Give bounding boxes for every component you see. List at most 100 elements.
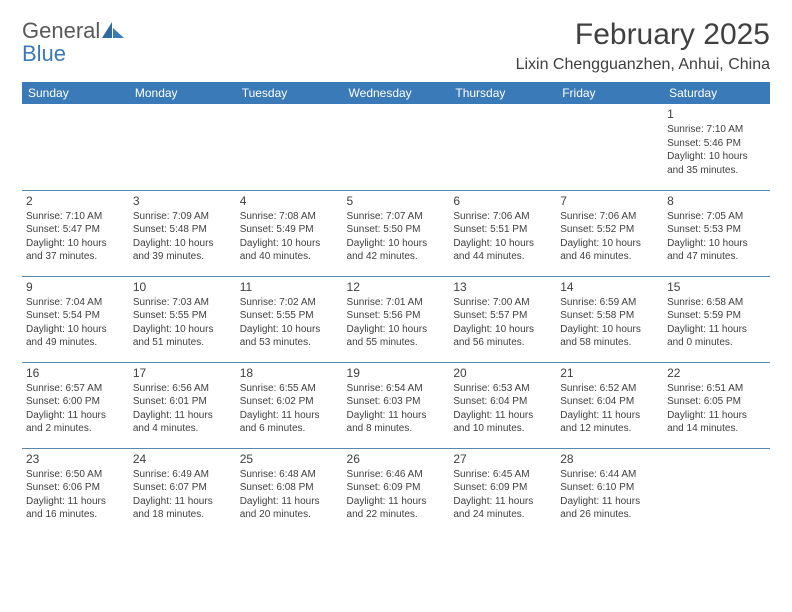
day-number: 12 [347,279,446,295]
sunset-text: Sunset: 6:05 PM [667,395,766,409]
day-number: 10 [133,279,232,295]
sunrise-text: Sunrise: 6:59 AM [560,296,659,310]
calendar-cell: 9Sunrise: 7:04 AMSunset: 5:54 PMDaylight… [22,276,129,362]
day-number: 18 [240,365,339,381]
day-number: 7 [560,193,659,209]
sunrise-text: Sunrise: 6:49 AM [133,468,232,482]
sunrise-text: Sunrise: 6:55 AM [240,382,339,396]
daylight-text: Daylight: 10 hours and 40 minutes. [240,237,339,264]
sunrise-text: Sunrise: 7:05 AM [667,210,766,224]
day-number: 1 [667,106,766,122]
day-header: Friday [556,82,663,104]
day-number: 27 [453,451,552,467]
calendar-cell: 3Sunrise: 7:09 AMSunset: 5:48 PMDaylight… [129,190,236,276]
day-number: 8 [667,193,766,209]
daylight-text: Daylight: 10 hours and 49 minutes. [26,323,125,350]
sunset-text: Sunset: 6:00 PM [26,395,125,409]
sunrise-text: Sunrise: 6:46 AM [347,468,446,482]
day-number: 9 [26,279,125,295]
daylight-text: Daylight: 10 hours and 55 minutes. [347,323,446,350]
sunrise-text: Sunrise: 6:53 AM [453,382,552,396]
calendar-cell [449,104,556,190]
daylight-text: Daylight: 10 hours and 51 minutes. [133,323,232,350]
calendar-cell: 25Sunrise: 6:48 AMSunset: 6:08 PMDayligh… [236,448,343,534]
sunrise-text: Sunrise: 6:58 AM [667,296,766,310]
daylight-text: Daylight: 10 hours and 42 minutes. [347,237,446,264]
calendar-cell: 24Sunrise: 6:49 AMSunset: 6:07 PMDayligh… [129,448,236,534]
calendar-cell [556,104,663,190]
daylight-text: Daylight: 11 hours and 6 minutes. [240,409,339,436]
daylight-text: Daylight: 10 hours and 47 minutes. [667,237,766,264]
sunrise-text: Sunrise: 7:06 AM [560,210,659,224]
daylight-text: Daylight: 11 hours and 0 minutes. [667,323,766,350]
calendar-cell: 14Sunrise: 6:59 AMSunset: 5:58 PMDayligh… [556,276,663,362]
sunset-text: Sunset: 5:58 PM [560,309,659,323]
calendar-cell: 11Sunrise: 7:02 AMSunset: 5:55 PMDayligh… [236,276,343,362]
calendar-cell: 17Sunrise: 6:56 AMSunset: 6:01 PMDayligh… [129,362,236,448]
sunrise-text: Sunrise: 7:04 AM [26,296,125,310]
daylight-text: Daylight: 10 hours and 35 minutes. [667,150,766,177]
calendar-cell: 5Sunrise: 7:07 AMSunset: 5:50 PMDaylight… [343,190,450,276]
calendar-row: 1Sunrise: 7:10 AMSunset: 5:46 PMDaylight… [22,104,770,190]
calendar-cell: 22Sunrise: 6:51 AMSunset: 6:05 PMDayligh… [663,362,770,448]
daylight-text: Daylight: 11 hours and 10 minutes. [453,409,552,436]
sunset-text: Sunset: 6:04 PM [453,395,552,409]
day-number: 4 [240,193,339,209]
sunrise-text: Sunrise: 6:45 AM [453,468,552,482]
calendar-cell: 18Sunrise: 6:55 AMSunset: 6:02 PMDayligh… [236,362,343,448]
daylight-text: Daylight: 10 hours and 53 minutes. [240,323,339,350]
daylight-text: Daylight: 11 hours and 22 minutes. [347,495,446,522]
day-number: 26 [347,451,446,467]
daylight-text: Daylight: 10 hours and 56 minutes. [453,323,552,350]
day-number: 3 [133,193,232,209]
sunrise-text: Sunrise: 7:06 AM [453,210,552,224]
calendar-row: 9Sunrise: 7:04 AMSunset: 5:54 PMDaylight… [22,276,770,362]
sunrise-text: Sunrise: 6:48 AM [240,468,339,482]
sunrise-text: Sunrise: 7:10 AM [26,210,125,224]
daylight-text: Daylight: 11 hours and 20 minutes. [240,495,339,522]
sunset-text: Sunset: 5:55 PM [240,309,339,323]
day-number: 22 [667,365,766,381]
sunrise-text: Sunrise: 7:09 AM [133,210,232,224]
sunrise-text: Sunrise: 7:07 AM [347,210,446,224]
sunset-text: Sunset: 6:10 PM [560,481,659,495]
month-title: February 2025 [516,18,770,52]
calendar-cell [22,104,129,190]
daylight-text: Daylight: 11 hours and 16 minutes. [26,495,125,522]
sunrise-text: Sunrise: 6:52 AM [560,382,659,396]
day-number: 14 [560,279,659,295]
calendar-cell: 1Sunrise: 7:10 AMSunset: 5:46 PMDaylight… [663,104,770,190]
calendar-cell: 7Sunrise: 7:06 AMSunset: 5:52 PMDaylight… [556,190,663,276]
calendar-table: Sunday Monday Tuesday Wednesday Thursday… [22,82,770,534]
daylight-text: Daylight: 11 hours and 18 minutes. [133,495,232,522]
day-number: 25 [240,451,339,467]
calendar-row: 23Sunrise: 6:50 AMSunset: 6:06 PMDayligh… [22,448,770,534]
day-header: Tuesday [236,82,343,104]
calendar-body: 1Sunrise: 7:10 AMSunset: 5:46 PMDaylight… [22,104,770,534]
day-number: 23 [26,451,125,467]
day-number: 28 [560,451,659,467]
sunset-text: Sunset: 5:49 PM [240,223,339,237]
sunset-text: Sunset: 6:09 PM [453,481,552,495]
calendar-cell: 12Sunrise: 7:01 AMSunset: 5:56 PMDayligh… [343,276,450,362]
brand-part1: General [22,18,100,43]
day-header: Sunday [22,82,129,104]
daylight-text: Daylight: 11 hours and 26 minutes. [560,495,659,522]
sunrise-text: Sunrise: 6:50 AM [26,468,125,482]
daylight-text: Daylight: 11 hours and 12 minutes. [560,409,659,436]
sunset-text: Sunset: 5:59 PM [667,309,766,323]
day-number: 21 [560,365,659,381]
sunset-text: Sunset: 6:09 PM [347,481,446,495]
calendar-row: 16Sunrise: 6:57 AMSunset: 6:00 PMDayligh… [22,362,770,448]
calendar-cell: 16Sunrise: 6:57 AMSunset: 6:00 PMDayligh… [22,362,129,448]
day-header: Thursday [449,82,556,104]
sunset-text: Sunset: 6:04 PM [560,395,659,409]
calendar-cell: 2Sunrise: 7:10 AMSunset: 5:47 PMDaylight… [22,190,129,276]
sunrise-text: Sunrise: 7:08 AM [240,210,339,224]
calendar-cell: 13Sunrise: 7:00 AMSunset: 5:57 PMDayligh… [449,276,556,362]
day-number: 13 [453,279,552,295]
daylight-text: Daylight: 10 hours and 37 minutes. [26,237,125,264]
daylight-text: Daylight: 11 hours and 14 minutes. [667,409,766,436]
daylight-text: Daylight: 11 hours and 24 minutes. [453,495,552,522]
calendar-cell: 21Sunrise: 6:52 AMSunset: 6:04 PMDayligh… [556,362,663,448]
